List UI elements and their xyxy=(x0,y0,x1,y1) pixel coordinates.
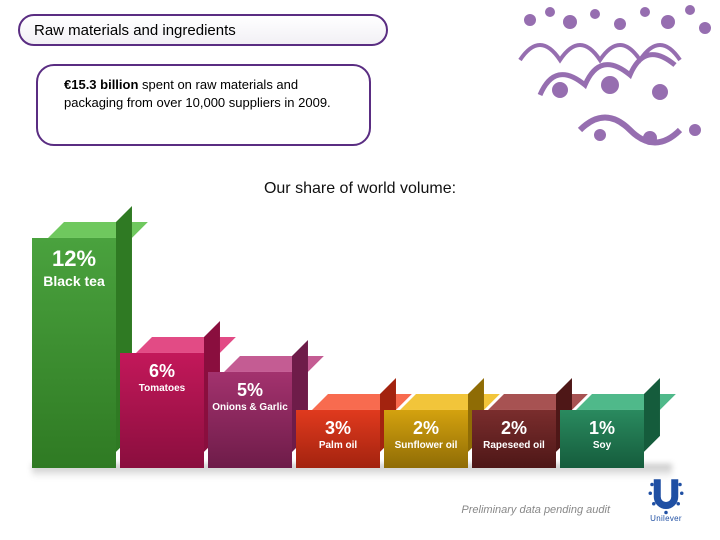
bar-percent: 6% xyxy=(149,361,175,382)
bar-percent: 1% xyxy=(589,418,615,439)
bar-tomatoes: 6% Tomatoes xyxy=(120,353,204,468)
page-title-pill: Raw materials and ingredients xyxy=(18,14,388,46)
bar-label: Palm oil xyxy=(319,441,357,452)
bar-label: Sunflower oil xyxy=(395,441,458,452)
unilever-logo: Unilever xyxy=(638,470,694,526)
bar-label: Tomatoes xyxy=(139,384,186,395)
logo-brand-text: Unilever xyxy=(650,514,682,523)
decorative-flourish xyxy=(500,0,720,170)
bar-label: Soy xyxy=(593,441,611,452)
bar-onions-garlic: 5% Onions & Garlic xyxy=(208,372,292,468)
chart-title: Our share of world volume: xyxy=(0,180,720,198)
callout-bold: €15.3 billion xyxy=(64,77,138,92)
bar-soy: 1% Soy xyxy=(560,410,644,468)
world-volume-bar-chart: 12% Black tea 6% Tomatoes 5% Onions & Garlic 3… xyxy=(32,208,672,468)
unilever-u-icon xyxy=(645,474,687,516)
bar-percent: 12% xyxy=(52,246,96,272)
bar-percent: 2% xyxy=(501,418,527,439)
bar-percent: 2% xyxy=(413,418,439,439)
bar-sunflower-oil: 2% Sunflower oil xyxy=(384,410,468,468)
bar-percent: 3% xyxy=(325,418,351,439)
page-title: Raw materials and ingredients xyxy=(34,22,236,39)
bar-percent: 5% xyxy=(237,380,263,401)
bar-rapeseed-oil: 2% Rapeseed oil xyxy=(472,410,556,468)
bar-palm-oil: 3% Palm oil xyxy=(296,410,380,468)
bar-label: Rapeseed oil xyxy=(483,441,545,452)
bar-black-tea: 12% Black tea xyxy=(32,238,116,468)
footnote: Preliminary data pending audit xyxy=(461,504,610,516)
bar-label: Onions & Garlic xyxy=(212,403,288,414)
spend-callout: €15.3 billion spent on raw materials and… xyxy=(36,64,371,146)
bar-label: Black tea xyxy=(43,274,104,289)
